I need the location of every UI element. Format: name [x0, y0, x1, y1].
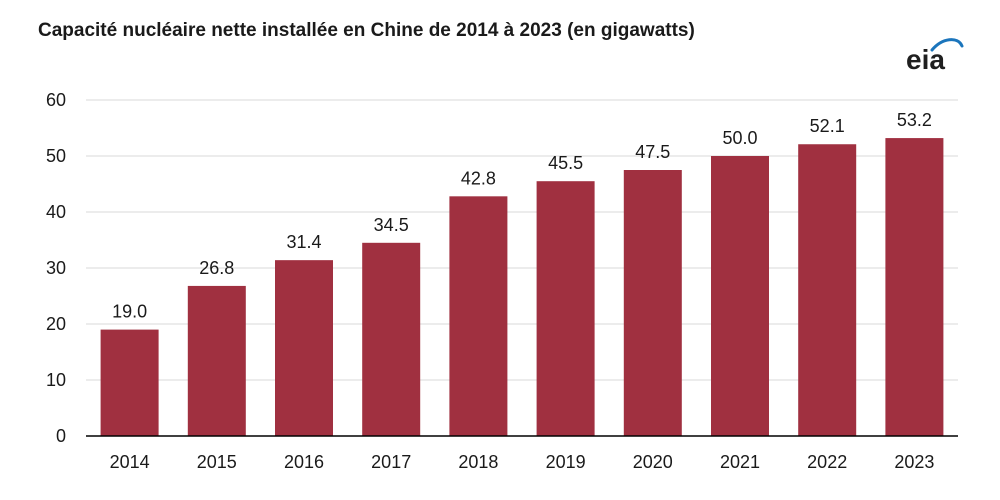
bar [536, 181, 595, 436]
bar [100, 329, 159, 436]
x-tick-label: 2020 [633, 452, 673, 472]
x-tick-label: 2021 [720, 452, 760, 472]
bar [885, 138, 944, 436]
data-label: 52.1 [810, 116, 845, 136]
eia-logo-swoosh-icon [930, 38, 964, 52]
bar [623, 170, 682, 436]
x-tick-label: 2017 [371, 452, 411, 472]
chart-title: Capacité nucléaire nette installée en Ch… [38, 20, 695, 41]
data-label: 53.2 [897, 110, 932, 130]
x-tick-label: 2014 [110, 452, 150, 472]
y-tick-label: 20 [46, 314, 66, 334]
y-tick-label: 10 [46, 370, 66, 390]
y-tick-label: 30 [46, 258, 66, 278]
bar [362, 242, 421, 436]
data-label: 34.5 [374, 215, 409, 235]
y-tick-label: 40 [46, 202, 66, 222]
y-tick-label: 50 [46, 146, 66, 166]
y-tick-label: 60 [46, 90, 66, 110]
x-tick-label: 2016 [284, 452, 324, 472]
x-tick-label: 2018 [458, 452, 498, 472]
data-label: 26.8 [199, 258, 234, 278]
bar [187, 285, 246, 436]
data-label: 19.0 [112, 302, 147, 322]
x-tick-label: 2015 [197, 452, 237, 472]
data-label: 31.4 [286, 232, 321, 252]
data-label: 47.5 [635, 142, 670, 162]
bar [798, 144, 857, 437]
bar [449, 196, 508, 436]
x-tick-label: 2022 [807, 452, 847, 472]
x-tick-label: 2023 [894, 452, 934, 472]
eia-logo-icon: eia [902, 36, 966, 80]
bar [275, 260, 333, 436]
bar [711, 156, 769, 436]
data-label: 45.5 [548, 153, 583, 173]
x-tick-label: 2019 [546, 452, 586, 472]
data-label: 42.8 [461, 168, 496, 188]
eia-logo-text: eia [906, 44, 945, 75]
data-label: 50.0 [722, 128, 757, 148]
y-tick-label: 0 [56, 426, 66, 446]
